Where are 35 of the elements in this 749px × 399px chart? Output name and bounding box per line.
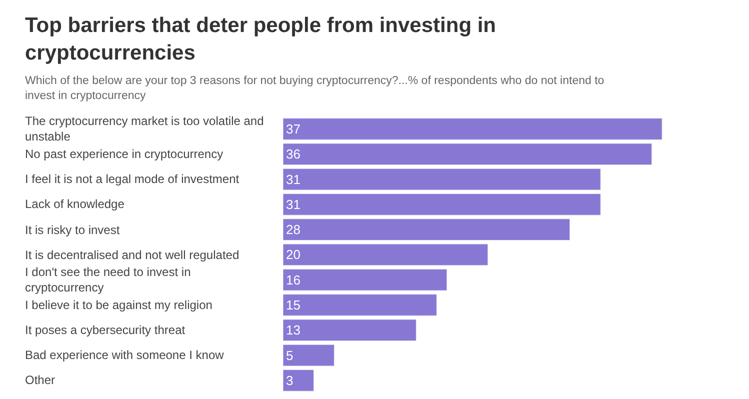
data-label: 28: [286, 222, 300, 238]
y-tick-label: It is risky to invest: [25, 223, 120, 237]
bar: [283, 118, 662, 140]
chart-title: Top barriers that deter people from investing in cryptocurrencies: [25, 14, 496, 64]
bar: [283, 369, 314, 392]
bar: [283, 143, 652, 166]
y-tick-label: The cryptocurrency market is too volatile and unstable: [25, 114, 264, 144]
data-label: 36: [286, 146, 300, 162]
bar: [283, 244, 488, 266]
data-label: 37: [286, 122, 300, 136]
y-tick-label: I believe it to be against my religion: [25, 298, 212, 312]
y-tick-label: Lack of knowledge: [25, 197, 125, 211]
bar: [283, 294, 437, 316]
y-tick-label: No past experience in cryptocurrency: [25, 147, 224, 161]
data-label: 5: [286, 348, 294, 363]
bar: [283, 168, 601, 190]
data-label: 3: [286, 372, 294, 388]
data-label: 31: [286, 196, 300, 212]
chart-subtitle: Which of the below are your top 3 reasons for not buying cryptocurrency?...% of respondents who do not intend to invest in cryptocurrency: [25, 75, 604, 102]
bar: [283, 344, 334, 366]
y-tick-label: Other: [25, 373, 56, 387]
data-label: 15: [286, 298, 300, 312]
data-label: 31: [286, 172, 300, 187]
bar: [283, 319, 416, 342]
data-label: 20: [286, 247, 300, 262]
data-label: 13: [286, 322, 300, 338]
y-tick-label: Bad experience with someone I know: [25, 348, 224, 362]
y-tick-label: I feel it is not a legal mode of investment: [25, 172, 240, 186]
y-tick-label: It is decentralised and not well regulated: [25, 248, 240, 262]
data-label: 16: [286, 272, 300, 288]
bar: [283, 218, 570, 241]
y-tick-label: It poses a cybersecurity threat: [25, 323, 186, 337]
bar: [283, 268, 448, 291]
bar: [283, 193, 601, 216]
y-tick-label: I don't see the need to invest in cryptocurrency: [25, 265, 191, 295]
